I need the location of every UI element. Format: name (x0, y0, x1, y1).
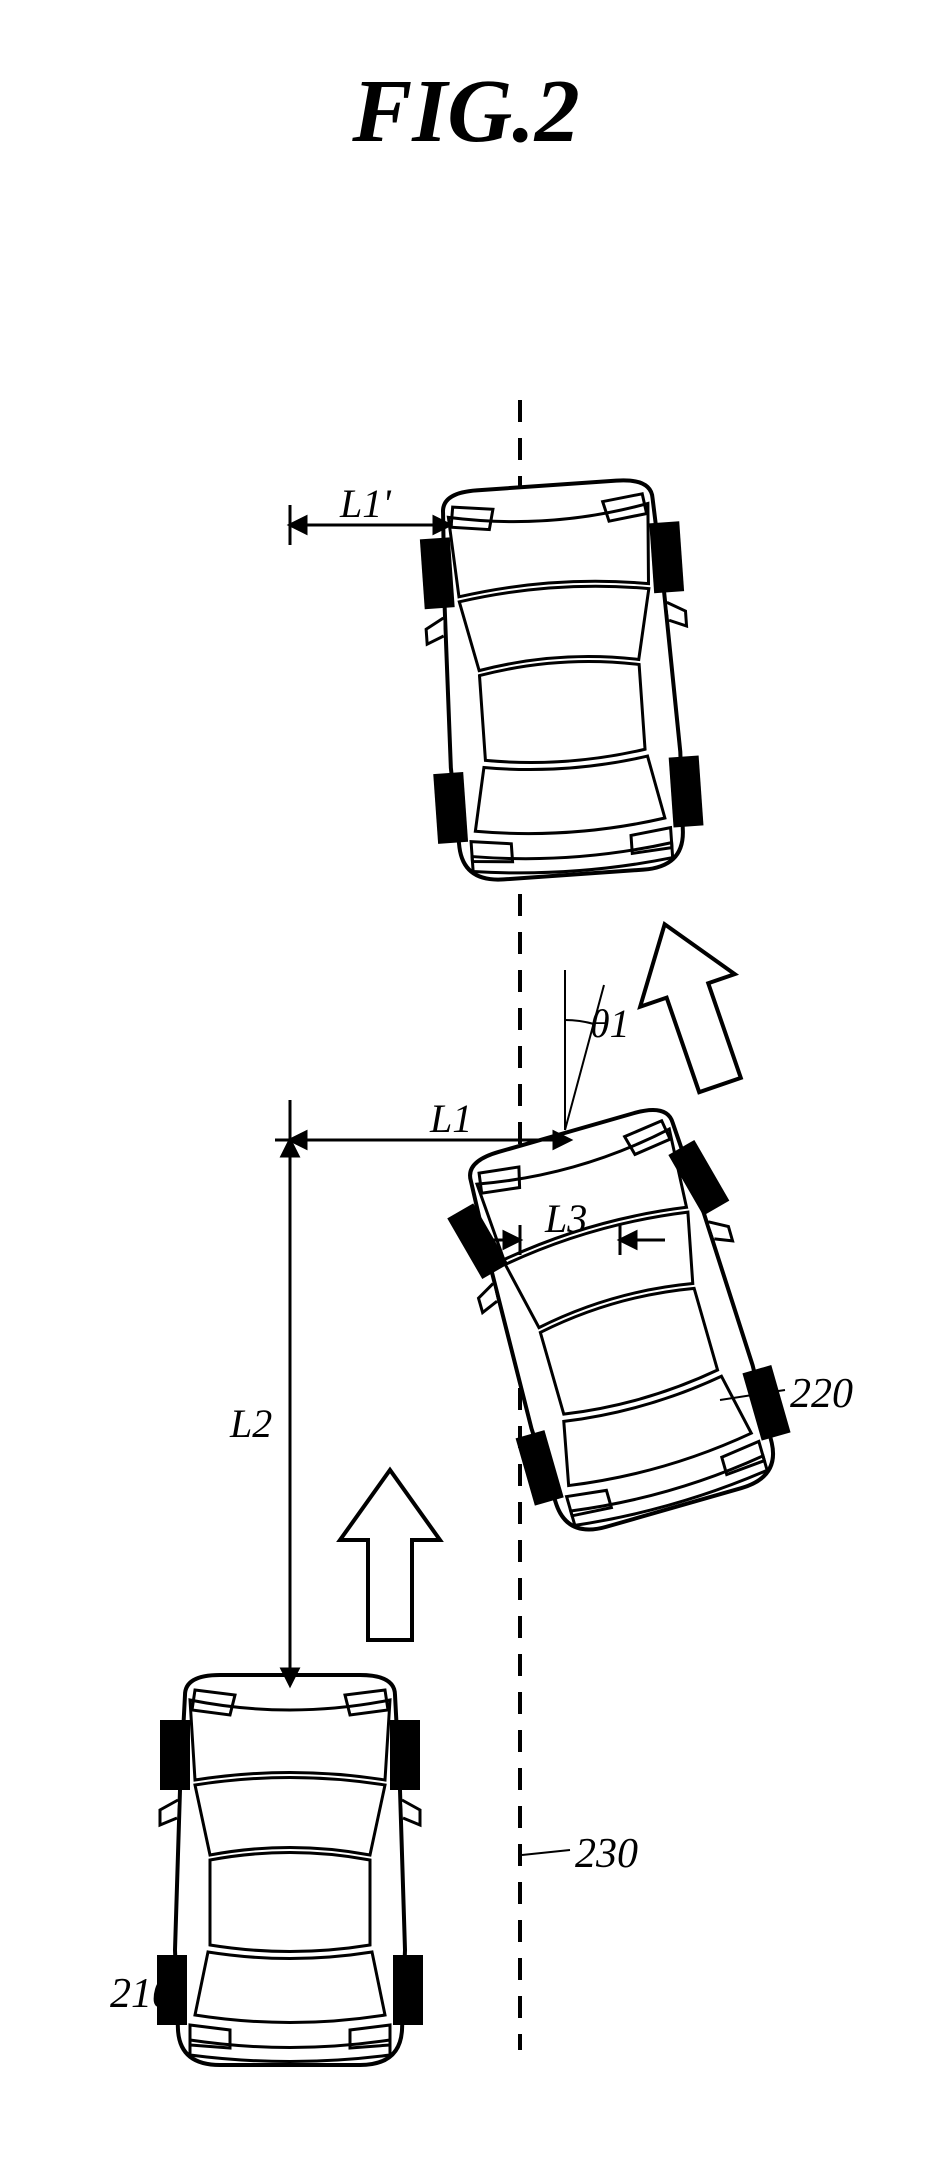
ref-210: 210 (110, 1970, 173, 2018)
arrow-cut-in-forward (617, 908, 767, 1101)
label-L3: L3 (545, 1195, 587, 1242)
label-L2: L2 (230, 1400, 272, 1447)
label-L1-prime: L1' (340, 480, 391, 527)
figure-svg (0, 0, 932, 2184)
vehicle-cut-in-future (414, 476, 707, 884)
label-theta1: θ1 (590, 1000, 630, 1047)
ref-230: 230 (575, 1830, 638, 1878)
angle-theta1 (565, 970, 604, 1130)
figure-page: FIG.2 (0, 0, 932, 2184)
vehicle-ego (157, 1675, 423, 2065)
ref-220: 220 (790, 1370, 853, 1418)
arrow-ego-forward (340, 1470, 440, 1640)
label-L1: L1 (430, 1095, 472, 1142)
dimension-L2 (275, 1140, 305, 1685)
vehicle-cut-in (434, 1095, 807, 1546)
